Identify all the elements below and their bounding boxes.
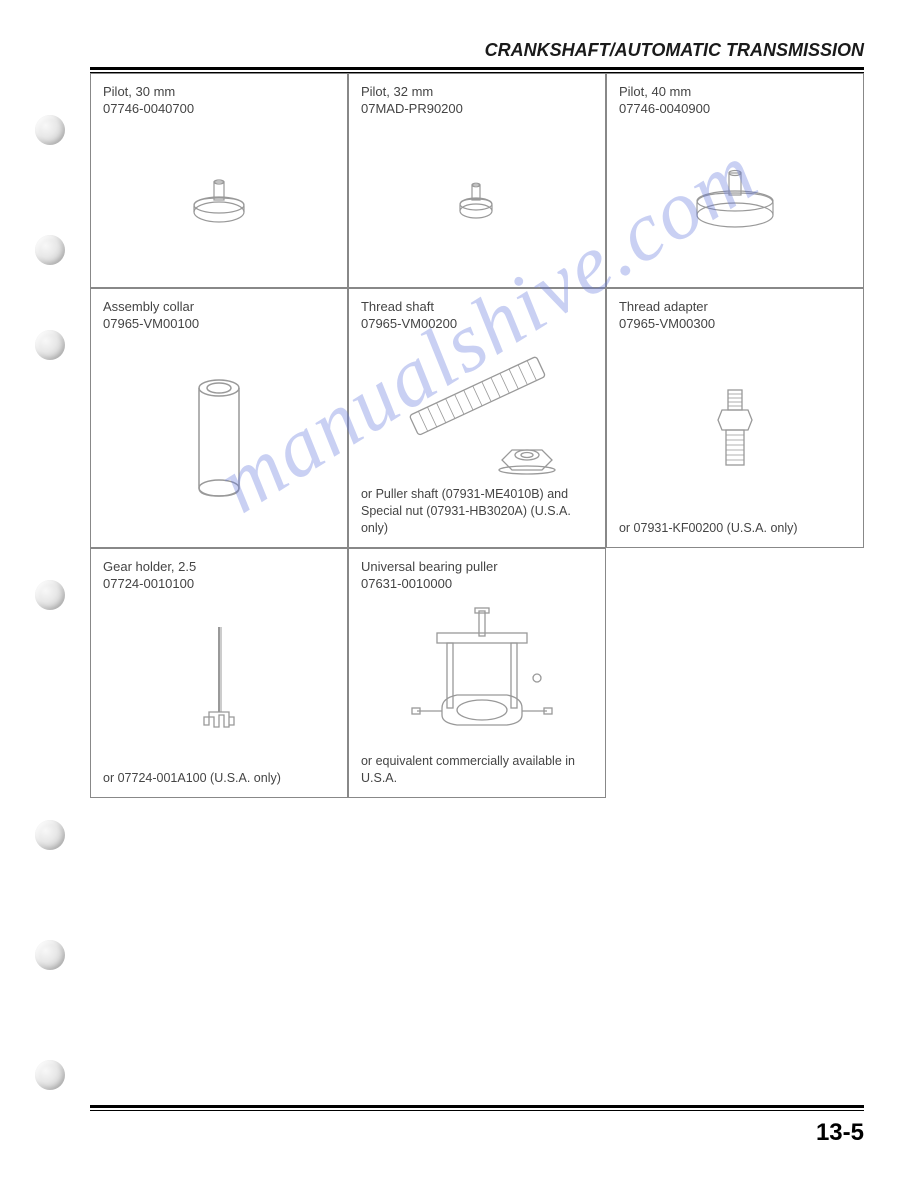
tools-grid: Pilot, 30 mm 07746-0040700 Pilot, 32 mm … bbox=[90, 73, 864, 798]
tool-code: 07MAD-PR90200 bbox=[361, 101, 593, 116]
table-row: Gear holder, 2.5 07724-0010100 or 07724-… bbox=[90, 548, 864, 798]
tool-code: 07746-0040700 bbox=[103, 101, 335, 116]
empty-cell bbox=[606, 548, 864, 798]
tool-code: 07631-0010000 bbox=[361, 576, 593, 591]
pilot-30mm-icon bbox=[103, 124, 335, 277]
tool-alt-text: or 07724-001A100 (U.S.A. only) bbox=[103, 770, 335, 787]
tool-code: 07965-VM00200 bbox=[361, 316, 593, 331]
hole-icon bbox=[35, 820, 65, 850]
tool-alt-text: or equivalent commercially available in … bbox=[361, 753, 593, 787]
hole-icon bbox=[35, 330, 65, 360]
assembly-collar-icon bbox=[103, 339, 335, 537]
tool-cell: Assembly collar 07965-VM00100 bbox=[90, 288, 348, 548]
pilot-32mm-icon bbox=[361, 124, 593, 277]
tool-name: Gear holder, 2.5 bbox=[103, 559, 335, 576]
tool-cell: Pilot, 40 mm 07746-0040900 bbox=[606, 73, 864, 288]
thread-shaft-icon bbox=[361, 339, 593, 480]
tool-name: Thread shaft bbox=[361, 299, 593, 316]
hole-icon bbox=[35, 235, 65, 265]
gear-holder-icon bbox=[103, 599, 335, 764]
hole-icon bbox=[35, 1060, 65, 1090]
thread-adapter-icon bbox=[619, 339, 851, 514]
bearing-puller-icon bbox=[361, 599, 593, 747]
page-title: CRANKSHAFT/AUTOMATIC TRANSMISSION bbox=[90, 40, 864, 70]
tool-name: Thread adapter bbox=[619, 299, 851, 316]
table-row: Pilot, 30 mm 07746-0040700 Pilot, 32 mm … bbox=[90, 73, 864, 288]
hole-icon bbox=[35, 115, 65, 145]
tool-cell: Thread adapter 07965-VM00300 bbox=[606, 288, 864, 548]
tool-code: 07965-VM00100 bbox=[103, 316, 335, 331]
tool-alt-text: or 07931-KF00200 (U.S.A. only) bbox=[619, 520, 851, 537]
tool-cell: Gear holder, 2.5 07724-0010100 or 07724-… bbox=[90, 548, 348, 798]
tool-code: 07724-0010100 bbox=[103, 576, 335, 591]
hole-icon bbox=[35, 940, 65, 970]
page-number: 13-5 bbox=[90, 1119, 864, 1147]
page-content: CRANKSHAFT/AUTOMATIC TRANSMISSION manual… bbox=[0, 0, 904, 1187]
tool-name: Universal bearing puller bbox=[361, 559, 593, 576]
tool-code: 07746-0040900 bbox=[619, 101, 851, 116]
tool-cell: Universal bearing puller 07631-0010000 bbox=[348, 548, 606, 798]
tool-name: Pilot, 30 mm bbox=[103, 84, 335, 101]
tool-name: Assembly collar bbox=[103, 299, 335, 316]
table-row: Assembly collar 07965-VM00100 Thread sha… bbox=[90, 288, 864, 548]
pilot-40mm-icon bbox=[619, 124, 851, 277]
tool-alt-text: or Puller shaft (07931-ME4010B) and Spec… bbox=[361, 486, 593, 537]
footer-rule bbox=[90, 1110, 864, 1111]
tool-code: 07965-VM00300 bbox=[619, 316, 851, 331]
page-footer: 13-5 bbox=[90, 1105, 864, 1147]
footer-rule bbox=[90, 1105, 864, 1108]
tool-cell: Thread shaft 07965-VM00200 bbox=[348, 288, 606, 548]
tool-name: Pilot, 40 mm bbox=[619, 84, 851, 101]
hole-icon bbox=[35, 580, 65, 610]
tool-name: Pilot, 32 mm bbox=[361, 84, 593, 101]
tool-cell: Pilot, 30 mm 07746-0040700 bbox=[90, 73, 348, 288]
tool-cell: Pilot, 32 mm 07MAD-PR90200 bbox=[348, 73, 606, 288]
